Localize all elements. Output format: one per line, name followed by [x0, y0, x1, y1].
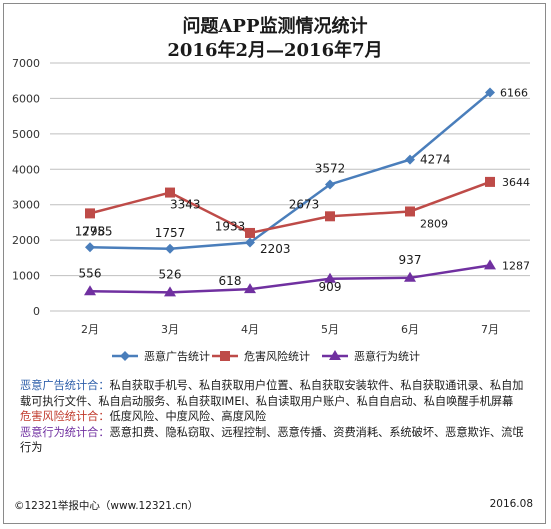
data-label: 2755	[82, 224, 113, 238]
data-point	[245, 227, 255, 238]
note-risk-label: 危害风险统计合：	[20, 410, 110, 424]
data-label: 618	[219, 274, 242, 288]
data-label: 909	[319, 280, 342, 294]
data-point	[485, 176, 495, 187]
data-label: 3644	[502, 176, 530, 189]
data-label: 2809	[420, 217, 448, 230]
series-behavior	[84, 259, 496, 297]
data-label: 6166	[500, 87, 528, 100]
data-label: 1757	[155, 226, 186, 240]
data-point	[165, 187, 175, 198]
series-line	[89, 91, 491, 251]
x-axis-ticks: 2月 3月 4月 5月 6月 7月	[81, 323, 499, 336]
notes-section: 恶意广告统计合：私自获取手机号、私自获取用户位置、私自获取安装软件、私自获取通讯…	[20, 378, 532, 456]
x-tick-label: 4月	[241, 323, 259, 336]
data-point	[164, 286, 176, 297]
footer-source: ©12321举报中心（www.12321.cn）	[14, 500, 199, 512]
series-risk	[85, 176, 495, 238]
legend-label: 危害风险统计	[244, 349, 310, 363]
data-label: 2673	[289, 197, 320, 211]
legend-item: 恶意行为统计	[322, 349, 420, 363]
series-layer	[84, 87, 496, 297]
y-tick-label: 4000	[12, 163, 40, 176]
note-risk: 危害风险统计合：低度风险、中度风险、高度风险	[20, 409, 532, 425]
legend: 恶意广告统计 危害风险统计 恶意行为统计	[112, 349, 420, 363]
data-point	[484, 259, 496, 270]
line-chart: 问题APP监测情况统计 2016年2月—2016年7月 0 1000 2000 300…	[12, 15, 530, 363]
x-tick-label: 6月	[401, 323, 419, 336]
series-ad	[85, 87, 495, 254]
legend-marker	[120, 351, 130, 361]
data-point	[404, 271, 416, 282]
data-point	[485, 87, 495, 98]
data-point	[405, 154, 415, 165]
y-tick-label: 2000	[12, 234, 40, 247]
data-label: 3572	[315, 161, 346, 175]
y-tick-label: 3000	[12, 199, 40, 212]
data-point	[325, 211, 335, 222]
note-ad-label: 恶意广告统计合：	[20, 379, 110, 392]
data-label: 4274	[420, 153, 451, 167]
y-tick-label: 1000	[12, 270, 40, 283]
series-line	[89, 180, 491, 235]
data-label: 526	[159, 267, 182, 281]
y-axis-ticks: 0 1000 2000 3000 4000 5000 6000 7000	[12, 57, 40, 318]
chart-frame	[3, 3, 546, 524]
y-tick-label: 6000	[12, 92, 40, 105]
y-tick-label: 5000	[12, 128, 40, 141]
note-behavior: 恶意行为统计合：恶意扣费、隐私窃取、远程控制、恶意传播、资费消耗、系统破坏、恶意…	[20, 425, 532, 456]
series-line	[89, 264, 491, 294]
note-risk-text: 低度风险、中度风险、高度风险	[109, 410, 267, 424]
data-label: 556	[79, 266, 102, 280]
legend-label: 恶意行为统计	[354, 349, 420, 363]
data-label: 2203	[260, 242, 291, 256]
note-ad-text: 私自获取手机号、私自获取用户位置、私自获取安装软件、私自获取通讯录、私自加载可执…	[20, 379, 524, 408]
data-label: 1933	[215, 220, 246, 234]
data-label: 1287	[502, 259, 530, 272]
data-point	[85, 208, 95, 219]
data-point	[324, 272, 336, 283]
data-point	[85, 242, 95, 253]
legend-item: 恶意广告统计	[112, 349, 210, 363]
x-tick-label: 5月	[321, 323, 339, 336]
y-tick-label: 0	[33, 305, 40, 318]
data-point	[244, 283, 256, 294]
data-label: 1798	[75, 224, 106, 238]
note-behavior-label: 恶意行为统计合：	[20, 425, 110, 439]
data-label: 937	[399, 253, 422, 267]
data-point	[405, 206, 415, 217]
data-labels: 1798 1757 1933 3572 4274 6166 2755 3343 2203 2673…	[75, 87, 530, 294]
data-point	[325, 179, 335, 190]
data-point	[165, 243, 175, 254]
legend-item: 危害风险统计	[212, 349, 310, 363]
footer-date: 2016.08	[489, 498, 533, 510]
gridlines	[50, 62, 530, 312]
x-tick-label: 2月	[81, 323, 99, 336]
data-point	[245, 237, 255, 248]
note-ad: 恶意广告统计合：私自获取手机号、私自获取用户位置、私自获取安装软件、私自获取通讯…	[20, 378, 532, 409]
data-point	[84, 285, 96, 296]
x-tick-label: 7月	[481, 323, 499, 336]
legend-marker	[329, 350, 341, 360]
y-tick-label: 7000	[12, 57, 40, 70]
legend-label: 恶意广告统计	[144, 349, 210, 363]
chart-title: 问题APP监测情况统计	[182, 15, 367, 37]
chart-subtitle: 2016年2月—2016年7月	[167, 39, 382, 61]
data-label: 3343	[170, 198, 201, 212]
x-tick-label: 3月	[161, 323, 179, 336]
note-behavior-text: 恶意扣费、隐私窃取、远程控制、恶意传播、资费消耗、系统破坏、恶意欺诈、流氓行为	[20, 425, 524, 455]
legend-marker	[220, 351, 230, 361]
